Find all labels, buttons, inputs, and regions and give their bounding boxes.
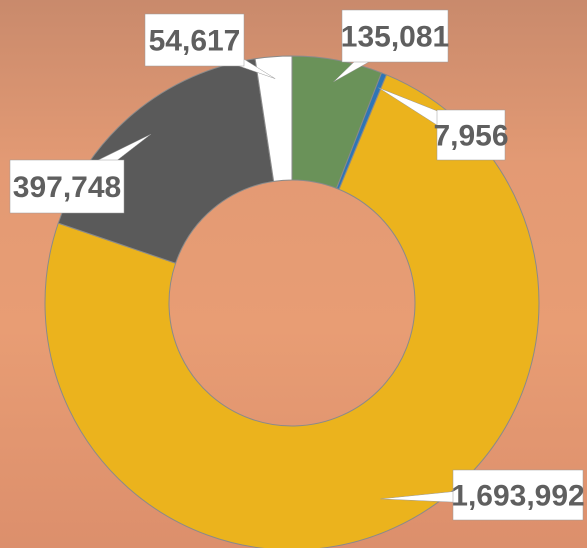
data-label: 54,617 <box>149 25 241 58</box>
background: 135,081 7,956 1,693,992 397,748 54,617 <box>0 0 587 548</box>
data-label: 135,081 <box>341 21 449 54</box>
data-label: 1,693,992 <box>451 480 584 513</box>
data-label: 7,956 <box>433 120 508 153</box>
data-label: 397,748 <box>13 171 121 204</box>
chart: 135,081 7,956 1,693,992 397,748 54,617 <box>0 0 587 548</box>
